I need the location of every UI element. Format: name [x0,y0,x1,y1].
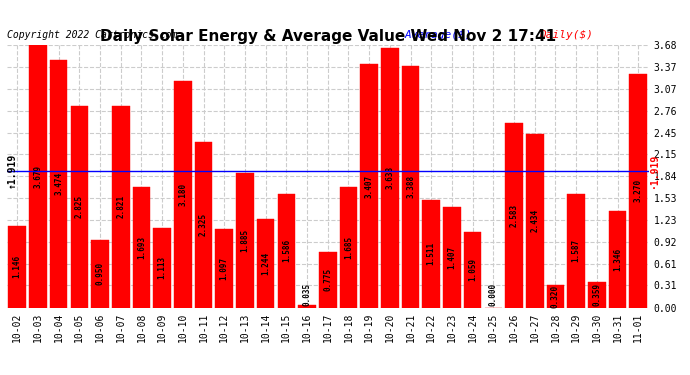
Text: 1.885: 1.885 [240,229,250,252]
Text: 1.586: 1.586 [282,239,291,262]
Bar [50,60,68,308]
Bar [526,134,544,308]
Bar [629,74,647,307]
Text: 3.679: 3.679 [33,165,43,188]
Text: 1.346: 1.346 [613,248,622,271]
Bar [153,228,171,308]
Text: ·1.919: ·1.919 [649,153,658,188]
Text: 3.180: 3.180 [178,183,188,206]
Bar [588,282,606,308]
Bar [422,200,440,308]
Text: 1.097: 1.097 [219,257,229,280]
Text: 1.693: 1.693 [137,236,146,259]
Text: 1.511: 1.511 [426,242,436,265]
Text: 1.244: 1.244 [261,252,270,275]
Text: 0.359: 0.359 [592,283,602,306]
Bar [505,123,523,308]
Text: 1.407: 1.407 [447,246,457,269]
Text: 3.474: 3.474 [54,172,63,195]
Text: 1.587: 1.587 [571,239,581,262]
Text: Copyright 2022 Cartronics.com: Copyright 2022 Cartronics.com [7,30,177,40]
Bar [402,66,420,308]
Bar [29,45,47,308]
Bar [215,229,233,308]
Bar [8,226,26,308]
Text: Daily($): Daily($) [540,30,593,40]
Text: 3.388: 3.388 [406,175,415,198]
Text: 2.434: 2.434 [530,209,540,232]
Bar [91,240,109,308]
Text: ↑1.919: ↑1.919 [7,153,17,188]
Bar [360,64,378,308]
Text: 1.685: 1.685 [344,236,353,259]
Bar [112,106,130,307]
Bar [443,207,461,308]
Text: 3.270: 3.270 [633,179,643,203]
Bar [381,48,399,308]
Bar [174,81,192,308]
Bar [277,194,295,308]
Text: 1.059: 1.059 [468,258,477,281]
Text: 2.583: 2.583 [509,204,519,227]
Text: 1.113: 1.113 [157,256,167,279]
Title: Daily Solar Energy & Average Value Wed Nov 2 17:41: Daily Solar Energy & Average Value Wed N… [99,29,556,44]
Bar [236,173,254,308]
Text: 0.000: 0.000 [489,283,498,306]
Text: 2.325: 2.325 [199,213,208,236]
Bar [546,285,564,308]
Bar [70,106,88,307]
Text: 2.825: 2.825 [75,195,84,218]
Bar [567,194,585,308]
Text: 0.320: 0.320 [551,285,560,308]
Text: 0.950: 0.950 [95,262,105,285]
Bar [319,252,337,308]
Bar [195,142,213,308]
Bar [464,232,482,308]
Text: 3.407: 3.407 [364,174,374,198]
Text: Average($): Average($) [405,30,472,40]
Text: 2.821: 2.821 [116,195,126,219]
Text: 1.146: 1.146 [12,255,22,278]
Bar [298,305,316,308]
Bar [339,187,357,308]
Bar [609,211,627,308]
Bar [257,219,275,308]
Text: 3.638: 3.638 [385,166,395,189]
Bar [132,187,150,308]
Text: 0.775: 0.775 [323,268,333,291]
Text: 0.035: 0.035 [302,283,312,306]
